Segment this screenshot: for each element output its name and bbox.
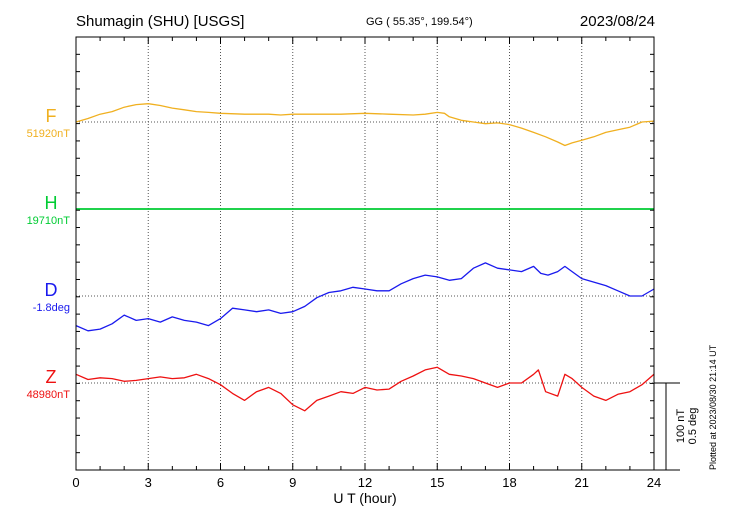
series-D-line (75, 262, 655, 332)
x-tick-label: 12 (358, 475, 372, 490)
data-series (75, 103, 655, 412)
x-tick-label: 0 (72, 475, 79, 490)
x-tick-label: 9 (289, 475, 296, 490)
series-H-baseline-label: 19710nT (27, 215, 71, 227)
series-labels: F 51920nT H 19710nT D -1.8deg Z 48980nT (27, 106, 71, 401)
x-tick-label: 15 (430, 475, 444, 490)
scale-deg-label: 0.5 deg (687, 408, 699, 445)
x-tick-labels: 0 3 6 9 12 15 18 21 24 (72, 475, 661, 490)
x-tick-label: 3 (145, 475, 152, 490)
series-H-name: H (45, 193, 58, 213)
date-label: 2023/08/24 (580, 13, 655, 30)
x-tick-label: 18 (502, 475, 516, 490)
series-Z-name: Z (46, 367, 57, 387)
x-tick-label: 21 (575, 475, 589, 490)
station-coordinates: GG ( 55.35°, 199.54°) (366, 16, 473, 28)
x-tick-label: 24 (647, 475, 661, 490)
series-Z-line (75, 366, 655, 412)
series-F-line (75, 103, 655, 147)
series-D-name: D (45, 280, 58, 300)
series-Z-baseline-label: 48980nT (27, 389, 71, 401)
station-title: Shumagin (SHU) [USGS] (76, 13, 244, 30)
series-F-baseline-label: 51920nT (27, 128, 71, 140)
plotted-timestamp: Plotted at 2023/08/30 21:14 UT (708, 344, 718, 470)
x-tick-label: 6 (217, 475, 224, 490)
scale-bar: 100 nT 0.5 deg (654, 382, 699, 471)
scale-nt-label: 100 nT (675, 409, 687, 444)
axis-ticks (75, 37, 655, 470)
x-axis-title: U T (hour) (333, 490, 396, 506)
series-F-name: F (46, 106, 57, 126)
series-D-baseline-label: -1.8deg (33, 302, 70, 314)
grid-lines (147, 37, 583, 470)
